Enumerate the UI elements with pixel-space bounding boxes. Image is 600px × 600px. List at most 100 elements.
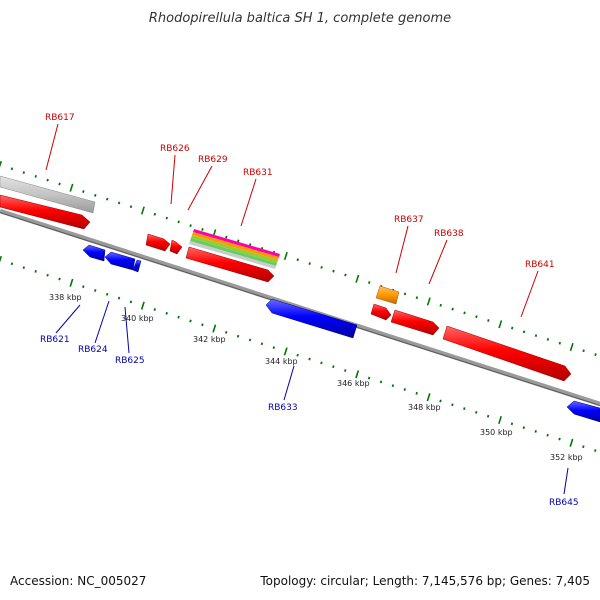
minor-tick xyxy=(236,334,240,338)
minor-tick xyxy=(379,380,383,384)
minor-tick xyxy=(403,292,407,296)
minor-tick xyxy=(367,376,371,380)
minor-tick xyxy=(189,224,192,228)
major-tick xyxy=(498,415,503,425)
minor-tick xyxy=(332,269,335,273)
minor-tick xyxy=(534,430,537,433)
minor-tick xyxy=(534,334,538,338)
gene-label-rb624[interactable]: RB624 xyxy=(78,345,108,355)
gene-label-rb645[interactable]: RB645 xyxy=(549,498,579,508)
gene-rb637-box[interactable] xyxy=(375,285,400,305)
minor-tick xyxy=(344,369,347,372)
minor-tick xyxy=(177,220,180,224)
minor-tick xyxy=(439,399,442,403)
minor-tick xyxy=(34,174,37,178)
gene-rb621-arrow[interactable] xyxy=(82,244,106,262)
minor-tick xyxy=(248,338,252,342)
minor-tick xyxy=(546,433,549,437)
gene-rb629-stack[interactable] xyxy=(189,229,280,269)
minor-tick xyxy=(189,319,192,323)
minor-tick xyxy=(10,262,14,266)
gene-rb625-arrow[interactable] xyxy=(132,259,142,273)
gene-label-rb631[interactable]: RB631 xyxy=(243,168,273,178)
major-tick xyxy=(283,347,288,356)
minor-tick xyxy=(46,273,49,277)
forward-tick-track xyxy=(0,160,597,357)
minor-tick xyxy=(415,391,418,395)
gene-rb631-arrow[interactable] xyxy=(185,246,275,283)
minor-tick xyxy=(58,182,61,186)
gene-label-rb629[interactable]: RB629 xyxy=(198,155,228,165)
minor-tick xyxy=(308,357,311,361)
minor-tick xyxy=(332,365,335,369)
minor-tick xyxy=(46,178,49,182)
gene-label-rb625[interactable]: RB625 xyxy=(115,356,145,366)
gene-rb641-arrow[interactable] xyxy=(442,325,572,382)
minor-tick xyxy=(320,361,323,365)
gene-rb638-arrow[interactable] xyxy=(390,309,440,336)
major-tick xyxy=(69,278,74,287)
gene-grey-arrow[interactable] xyxy=(0,175,96,214)
major-tick xyxy=(140,206,145,215)
minor-tick xyxy=(582,349,585,353)
major-tick xyxy=(355,370,360,379)
minor-tick xyxy=(58,277,61,281)
minor-tick xyxy=(487,319,490,322)
minor-tick xyxy=(296,258,299,262)
gene-label-rb626[interactable]: RB626 xyxy=(160,144,190,154)
minor-tick xyxy=(94,289,97,292)
minor-tick xyxy=(546,338,550,341)
gene-label-rb617[interactable]: RB617 xyxy=(45,113,75,123)
gene-label-rb621[interactable]: RB621 xyxy=(40,335,70,345)
gene-rb626-arrow[interactable] xyxy=(145,233,171,252)
minor-tick xyxy=(201,323,204,327)
minor-tick xyxy=(236,239,240,243)
gene-features xyxy=(0,175,600,423)
gene-label-rb637[interactable]: RB637 xyxy=(394,215,424,225)
gene-label-rb641[interactable]: RB641 xyxy=(525,260,555,270)
leader-lines xyxy=(45,123,569,495)
minor-tick xyxy=(510,326,514,330)
minor-tick xyxy=(129,300,133,304)
minor-tick xyxy=(522,330,526,334)
minor-tick xyxy=(153,308,156,311)
minor-tick xyxy=(129,205,133,209)
gene-label-rb638[interactable]: RB638 xyxy=(434,229,464,239)
minor-tick xyxy=(296,353,299,357)
accession-text: Accession: NC_005027 xyxy=(10,574,146,588)
minor-tick xyxy=(308,262,311,266)
major-tick xyxy=(0,160,2,168)
minor-tick xyxy=(368,281,371,284)
minor-tick xyxy=(22,171,26,174)
minor-tick xyxy=(82,190,85,193)
minor-tick xyxy=(34,270,37,273)
major-tick xyxy=(69,183,74,192)
minor-tick xyxy=(105,292,109,296)
gene-rb624-arrow[interactable] xyxy=(104,251,136,271)
gene-rb633-arrow[interactable] xyxy=(265,298,358,339)
gene-rb626b-arrow[interactable] xyxy=(169,239,183,255)
minor-tick xyxy=(486,414,490,418)
minor-tick xyxy=(165,311,168,315)
minor-tick xyxy=(451,307,454,311)
gene-rb617-arrow[interactable] xyxy=(0,194,91,230)
minor-tick xyxy=(522,426,526,430)
tick-label: 352 kbp xyxy=(550,453,583,462)
gene-label-rb633[interactable]: RB633 xyxy=(268,403,298,413)
major-tick xyxy=(426,297,431,306)
minor-tick xyxy=(594,353,597,357)
minor-tick xyxy=(415,296,419,300)
tick-label: 340 kbp xyxy=(121,314,154,323)
tick-label: 338 kbp xyxy=(49,293,82,302)
map-title: Rhodopirellula baltica SH 1, complete ge… xyxy=(149,11,451,26)
minor-tick xyxy=(439,303,442,307)
minor-tick xyxy=(320,265,323,269)
minor-tick xyxy=(391,384,395,388)
minor-tick xyxy=(475,315,478,319)
minor-tick xyxy=(474,410,478,414)
minor-tick xyxy=(594,449,597,452)
gene-rb637-arrow[interactable] xyxy=(370,303,392,321)
gene-rb645-arrow[interactable] xyxy=(566,400,600,423)
minor-tick xyxy=(10,167,14,171)
